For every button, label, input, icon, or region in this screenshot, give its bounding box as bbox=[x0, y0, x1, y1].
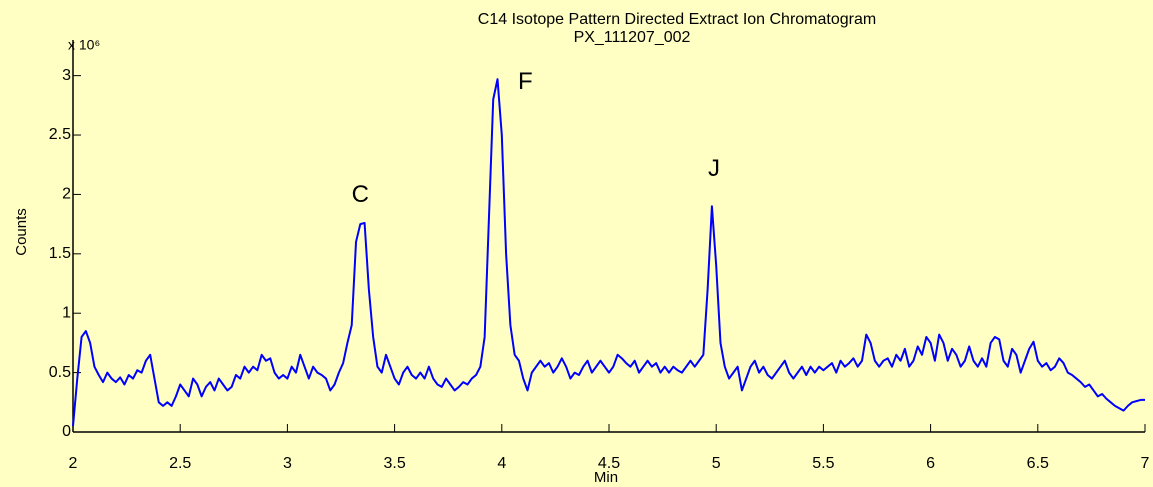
x-tick-label: 6 bbox=[926, 455, 935, 472]
peak-label: C bbox=[352, 181, 369, 208]
y-tick-label: 1.5 bbox=[49, 245, 71, 262]
data-line bbox=[72, 78, 1145, 427]
x-tick-label: 3.5 bbox=[383, 455, 405, 472]
y-tick-label: 0 bbox=[62, 423, 71, 440]
x-axis-label: Min bbox=[594, 469, 618, 486]
x-tick-label: 5.5 bbox=[812, 455, 834, 472]
x-tick-label: 2 bbox=[69, 455, 78, 472]
peak-label: F bbox=[518, 68, 533, 95]
x-tick-label: 6.5 bbox=[1027, 455, 1049, 472]
peak-label: J bbox=[708, 155, 720, 182]
y-axis-label: Counts bbox=[13, 208, 30, 256]
y-tick-label: 1 bbox=[62, 304, 71, 321]
y-scale-label: x 10⁶ bbox=[68, 37, 100, 53]
y-tick-label: 3 bbox=[62, 67, 71, 84]
x-tick-label: 2.5 bbox=[169, 455, 191, 472]
x-tick-label: 5 bbox=[712, 455, 721, 472]
x-tick-label: 4 bbox=[497, 455, 506, 472]
x-tick-label: 4.5 bbox=[598, 455, 620, 472]
y-tick-label: 2 bbox=[62, 186, 71, 203]
chart-subtitle: PX_111207_002 bbox=[574, 29, 691, 46]
x-tick-label: 7 bbox=[1141, 455, 1150, 472]
x-tick-label: 3 bbox=[283, 455, 292, 472]
y-tick-label: 2.5 bbox=[49, 126, 71, 143]
y-tick-label: 0.5 bbox=[49, 364, 71, 381]
chart-title: C14 Isotope Pattern Directed Extract Ion… bbox=[478, 11, 876, 28]
